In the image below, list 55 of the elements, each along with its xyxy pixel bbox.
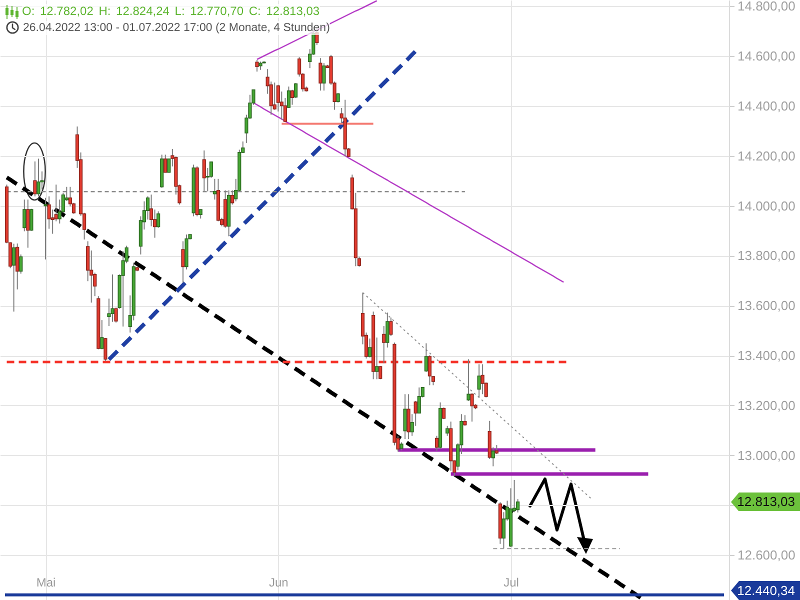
candlestick <box>167 158 171 173</box>
y-tick-label: 14.800,00 <box>738 0 796 14</box>
text: 12.813,03 <box>731 492 800 512</box>
candlestick <box>375 337 379 380</box>
candlestick <box>424 342 428 372</box>
candlestick <box>12 243 16 312</box>
candlestick <box>44 197 48 260</box>
candlestick <box>164 154 168 173</box>
candlestick <box>33 160 37 197</box>
candlestick <box>403 394 407 440</box>
line-series <box>252 102 564 283</box>
candlestick <box>110 274 114 322</box>
y-tick-label: 13.800,00 <box>738 248 796 264</box>
candlestick <box>368 338 372 358</box>
y-tick-label: 14.000,00 <box>738 198 796 214</box>
line-series <box>362 292 592 500</box>
y-tick-label: 13.000,00 <box>738 448 796 463</box>
candlestick <box>36 158 40 197</box>
candlestick <box>212 178 217 200</box>
candlestick <box>414 400 418 426</box>
ref-line-label: 12.440,34 <box>731 581 800 600</box>
candlestick <box>389 317 393 337</box>
candlestick <box>382 326 386 364</box>
candlestick <box>322 62 326 92</box>
line-series <box>4 175 644 600</box>
candlestick <box>480 364 484 395</box>
candlestick <box>26 199 30 248</box>
y-tick-label: 14.400,00 <box>738 98 796 114</box>
candlestick <box>446 425 450 436</box>
x-tick-label: Mai <box>36 576 56 590</box>
x-tick-label: Jun <box>268 576 288 590</box>
candlestick <box>255 59 259 72</box>
candlestick <box>434 435 439 452</box>
candlestick <box>22 199 26 232</box>
candlestick <box>100 320 104 350</box>
candlestick <box>19 254 23 274</box>
candlestick <box>318 58 322 92</box>
candlestick <box>477 364 481 398</box>
y-tick-label: 14.200,00 <box>738 148 796 164</box>
candlestick <box>286 86 291 109</box>
y-tick-label: 13.200,00 <box>738 398 796 413</box>
candlestick <box>466 358 470 402</box>
candlestick <box>463 414 467 426</box>
y-tick-label: 13.600,00 <box>738 298 796 314</box>
y-tick-label: 12.600,00 <box>738 548 796 563</box>
candlestick <box>406 394 410 440</box>
x-tick-label: Jul <box>504 576 519 590</box>
chart-title: O: 12.782,02 H: 12.824,24 L: 12.770,70 C: 12.813,03 <box>22 4 320 18</box>
text: 26.04.2022 13:00 - 01.07.2022 17:00 (2 Monate, 4 Stunden) <box>23 21 330 35</box>
candlestick <box>336 92 340 104</box>
candlestick <box>30 208 34 232</box>
candlestick <box>181 240 185 284</box>
y-tick-label: 13.400,00 <box>738 348 796 364</box>
candlestick <box>202 150 206 192</box>
y-tick-label: 14.600,00 <box>738 48 796 64</box>
